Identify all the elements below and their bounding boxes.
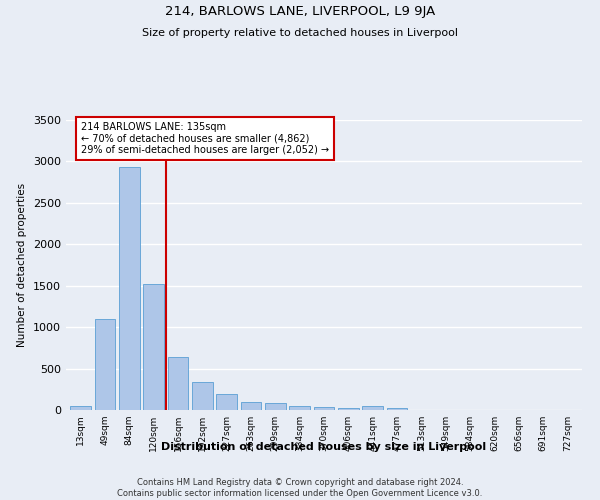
Y-axis label: Number of detached properties: Number of detached properties [17, 183, 28, 347]
Bar [362, 406, 383, 410]
Bar [143, 284, 164, 410]
Bar [95, 319, 115, 410]
Bar [216, 394, 237, 410]
Text: Size of property relative to detached houses in Liverpool: Size of property relative to detached ho… [142, 28, 458, 38]
Bar [289, 406, 310, 410]
Text: Contains HM Land Registry data © Crown copyright and database right 2024.
Contai: Contains HM Land Registry data © Crown c… [118, 478, 482, 498]
Text: Distribution of detached houses by size in Liverpool: Distribution of detached houses by size … [161, 442, 487, 452]
Bar [119, 167, 140, 410]
Bar [167, 357, 188, 410]
Bar [338, 408, 359, 410]
Bar [265, 402, 286, 410]
Text: 214, BARLOWS LANE, LIVERPOOL, L9 9JA: 214, BARLOWS LANE, LIVERPOOL, L9 9JA [165, 5, 435, 18]
Text: 214 BARLOWS LANE: 135sqm
← 70% of detached houses are smaller (4,862)
29% of sem: 214 BARLOWS LANE: 135sqm ← 70% of detach… [80, 122, 329, 155]
Bar [241, 402, 262, 410]
Bar [314, 406, 334, 410]
Bar [386, 408, 407, 410]
Bar [70, 406, 91, 410]
Bar [192, 382, 212, 410]
